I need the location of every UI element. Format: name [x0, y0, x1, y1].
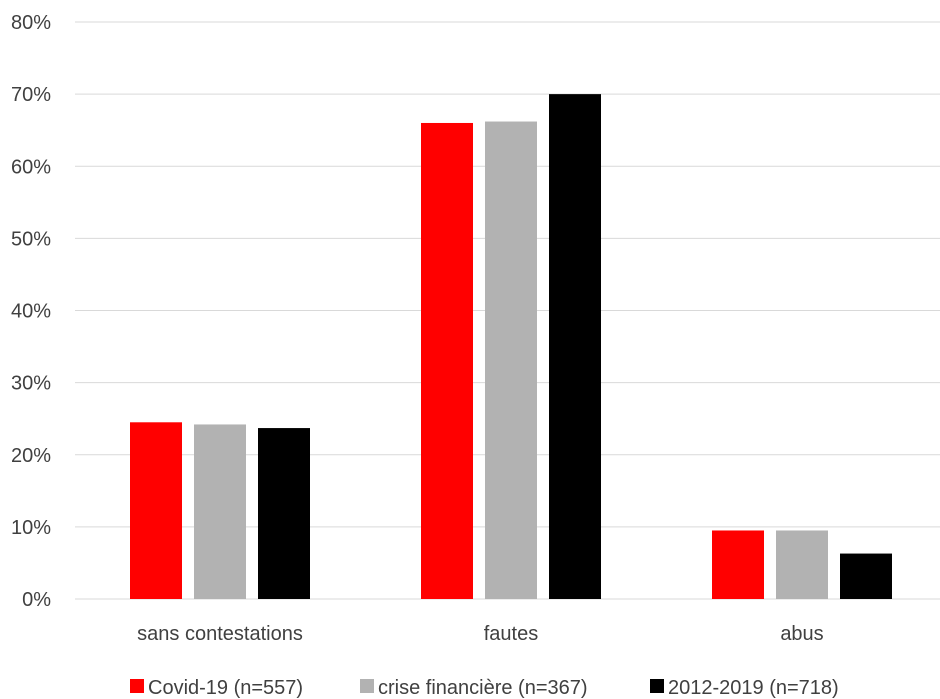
legend-swatch: [360, 679, 374, 693]
legend-swatch: [650, 679, 664, 693]
legend: Covid-19 (n=557) crise financière (n=367)…: [130, 677, 839, 699]
bar-1-2: [421, 122, 473, 599]
x-category-label: abus: [780, 623, 823, 645]
bar-2-3: [776, 530, 828, 599]
bar-2-1: [194, 424, 246, 599]
y-tick-label: 50%: [11, 228, 51, 250]
y-tick-label: 0%: [22, 589, 51, 611]
y-tick-label: 30%: [11, 373, 51, 395]
bar-2-2: [485, 121, 537, 599]
y-tick-label: 60%: [11, 156, 51, 178]
legend-label: crise financière (n=367): [378, 677, 588, 699]
bars: [130, 94, 892, 599]
y-tick-label: 70%: [11, 84, 51, 106]
bar-3-3: [840, 553, 892, 599]
y-tick-label: 40%: [11, 301, 51, 323]
bar-1-1: [130, 422, 182, 599]
bar-3-2: [549, 94, 601, 599]
y-axis: 0% 10% 20% 30% 40% 50% 60% 70% 80%: [11, 12, 51, 611]
legend-label: Covid-19 (n=557): [148, 677, 303, 699]
y-tick-label: 10%: [11, 517, 51, 539]
x-axis: sans contestations fautes abus: [137, 623, 824, 645]
bar-1-3: [712, 530, 764, 599]
legend-swatch: [130, 679, 144, 693]
legend-label: 2012-2019 (n=718): [668, 677, 839, 699]
y-tick-label: 20%: [11, 445, 51, 467]
x-category-label: sans contestations: [137, 623, 303, 645]
x-category-label: fautes: [484, 623, 538, 645]
y-tick-label: 80%: [11, 12, 51, 34]
bar-3-1: [258, 428, 310, 599]
